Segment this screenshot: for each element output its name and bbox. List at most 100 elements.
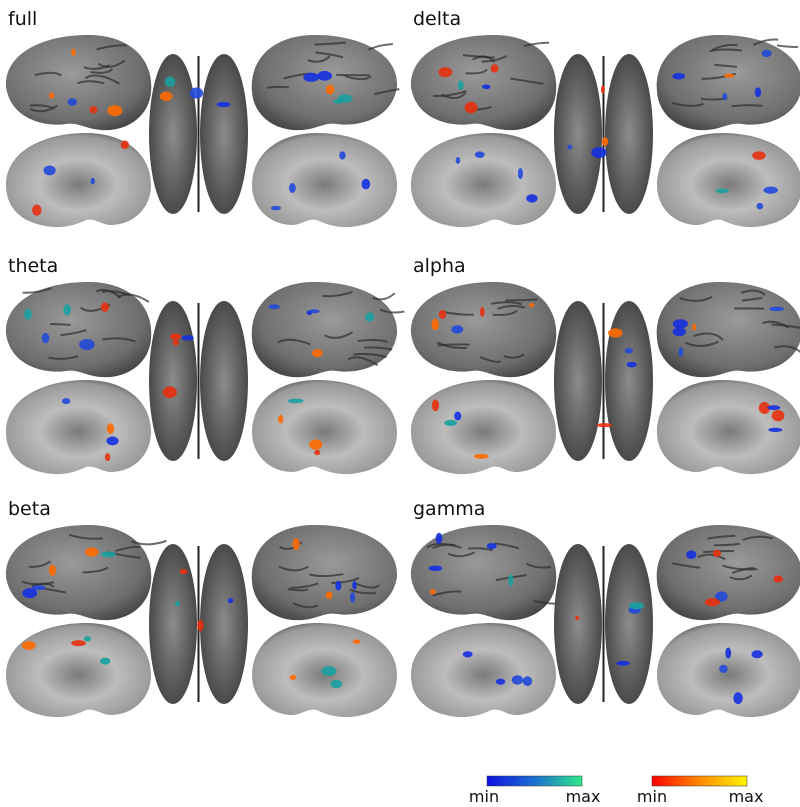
brain-dorsal (149, 301, 197, 461)
sulcus (266, 85, 289, 89)
activation-blob (314, 449, 321, 456)
brain-panel: beta (5, 498, 398, 718)
sulcus (367, 43, 393, 51)
brain-medial (252, 133, 397, 228)
colorbar-red: min max (637, 775, 763, 806)
sulcus (77, 80, 105, 85)
activation-blob (761, 49, 772, 58)
sulcus (28, 560, 52, 568)
sulcus (83, 64, 110, 70)
colorbar-blue: min max (469, 775, 600, 806)
brain-medial (411, 380, 556, 475)
sulcus (101, 290, 130, 297)
activation-blob (287, 398, 304, 404)
sulcus (731, 567, 755, 574)
sulcus (131, 539, 167, 546)
sulcus (741, 296, 763, 302)
sulcus (437, 343, 470, 347)
activation-blob (763, 186, 778, 194)
activation-blob (616, 660, 630, 666)
activation-blob (63, 304, 72, 316)
activation-blob (752, 151, 766, 160)
activation-blob (725, 647, 732, 659)
sulcus (679, 295, 713, 302)
sulcus (729, 574, 753, 581)
brain-lateral (5, 281, 152, 378)
brain-dorsal (605, 54, 653, 214)
activation-blob (325, 84, 335, 95)
activation-blob (626, 361, 637, 368)
activation-blob (89, 106, 98, 114)
activation-blob (526, 194, 538, 203)
brain-panel: delta (410, 8, 800, 228)
sulcus (322, 291, 353, 298)
activation-blob (71, 640, 86, 647)
activation-blob (601, 137, 609, 146)
activation-blob (462, 651, 473, 658)
activation-blob (303, 72, 320, 82)
activation-blob (270, 205, 282, 211)
sulcus (373, 88, 400, 96)
sulcus (684, 340, 719, 347)
sulcus (115, 545, 141, 552)
sulcus (436, 341, 467, 350)
brain-medial (252, 380, 397, 475)
activation-blob (628, 602, 645, 610)
activation-blob (309, 439, 323, 450)
activation-blob (179, 568, 188, 575)
activation-blob (444, 419, 458, 426)
sulcus (490, 301, 523, 306)
sulcus (714, 63, 738, 69)
activation-blob (289, 183, 296, 193)
sulcus (771, 323, 800, 329)
sulcus (722, 564, 758, 571)
activation-blob (490, 64, 499, 73)
activation-blob (312, 349, 323, 358)
sulcus (364, 346, 393, 351)
sulcus (712, 43, 738, 51)
activation-blob (458, 80, 464, 91)
activation-blob (495, 678, 506, 685)
panel-label: delta (413, 8, 461, 30)
sulcus (752, 38, 779, 46)
brain-dorsal (200, 54, 248, 214)
sulcus (709, 48, 743, 53)
activation-blob (438, 67, 453, 78)
activation-blob (197, 619, 204, 632)
sulcus (731, 104, 763, 108)
sulcus (68, 533, 103, 540)
activation-blob (686, 550, 697, 559)
activation-blob (159, 91, 173, 102)
activation-blob (474, 151, 485, 158)
sulcus (465, 68, 488, 75)
brain-panel: gamma (410, 498, 800, 718)
brain-lateral (656, 281, 800, 378)
activation-blob (227, 597, 234, 604)
activation-blob (21, 641, 36, 650)
panel-label: gamma (413, 498, 485, 520)
activation-blob (106, 423, 115, 434)
activation-blob (591, 147, 607, 159)
sulcus (315, 51, 344, 59)
sulcus (481, 54, 508, 63)
sulcus (353, 352, 387, 359)
activation-blob (600, 85, 605, 94)
activation-blob (672, 319, 688, 329)
activation-blob (67, 98, 77, 106)
sulcus (672, 562, 701, 569)
activation-blob (85, 547, 99, 557)
activation-blob (361, 178, 371, 190)
brain-dorsal (605, 301, 653, 461)
activation-blob (608, 328, 623, 338)
sulcus (277, 338, 311, 346)
colorbar (486, 775, 583, 787)
sulcus (102, 337, 136, 343)
activation-blob (90, 177, 95, 185)
sulcus (82, 566, 109, 574)
activation-blob (575, 615, 580, 620)
sulcus (372, 292, 396, 301)
activation-blob (754, 87, 762, 98)
sulcus (21, 580, 55, 586)
sulcus (447, 551, 476, 558)
activation-blob (715, 591, 728, 602)
